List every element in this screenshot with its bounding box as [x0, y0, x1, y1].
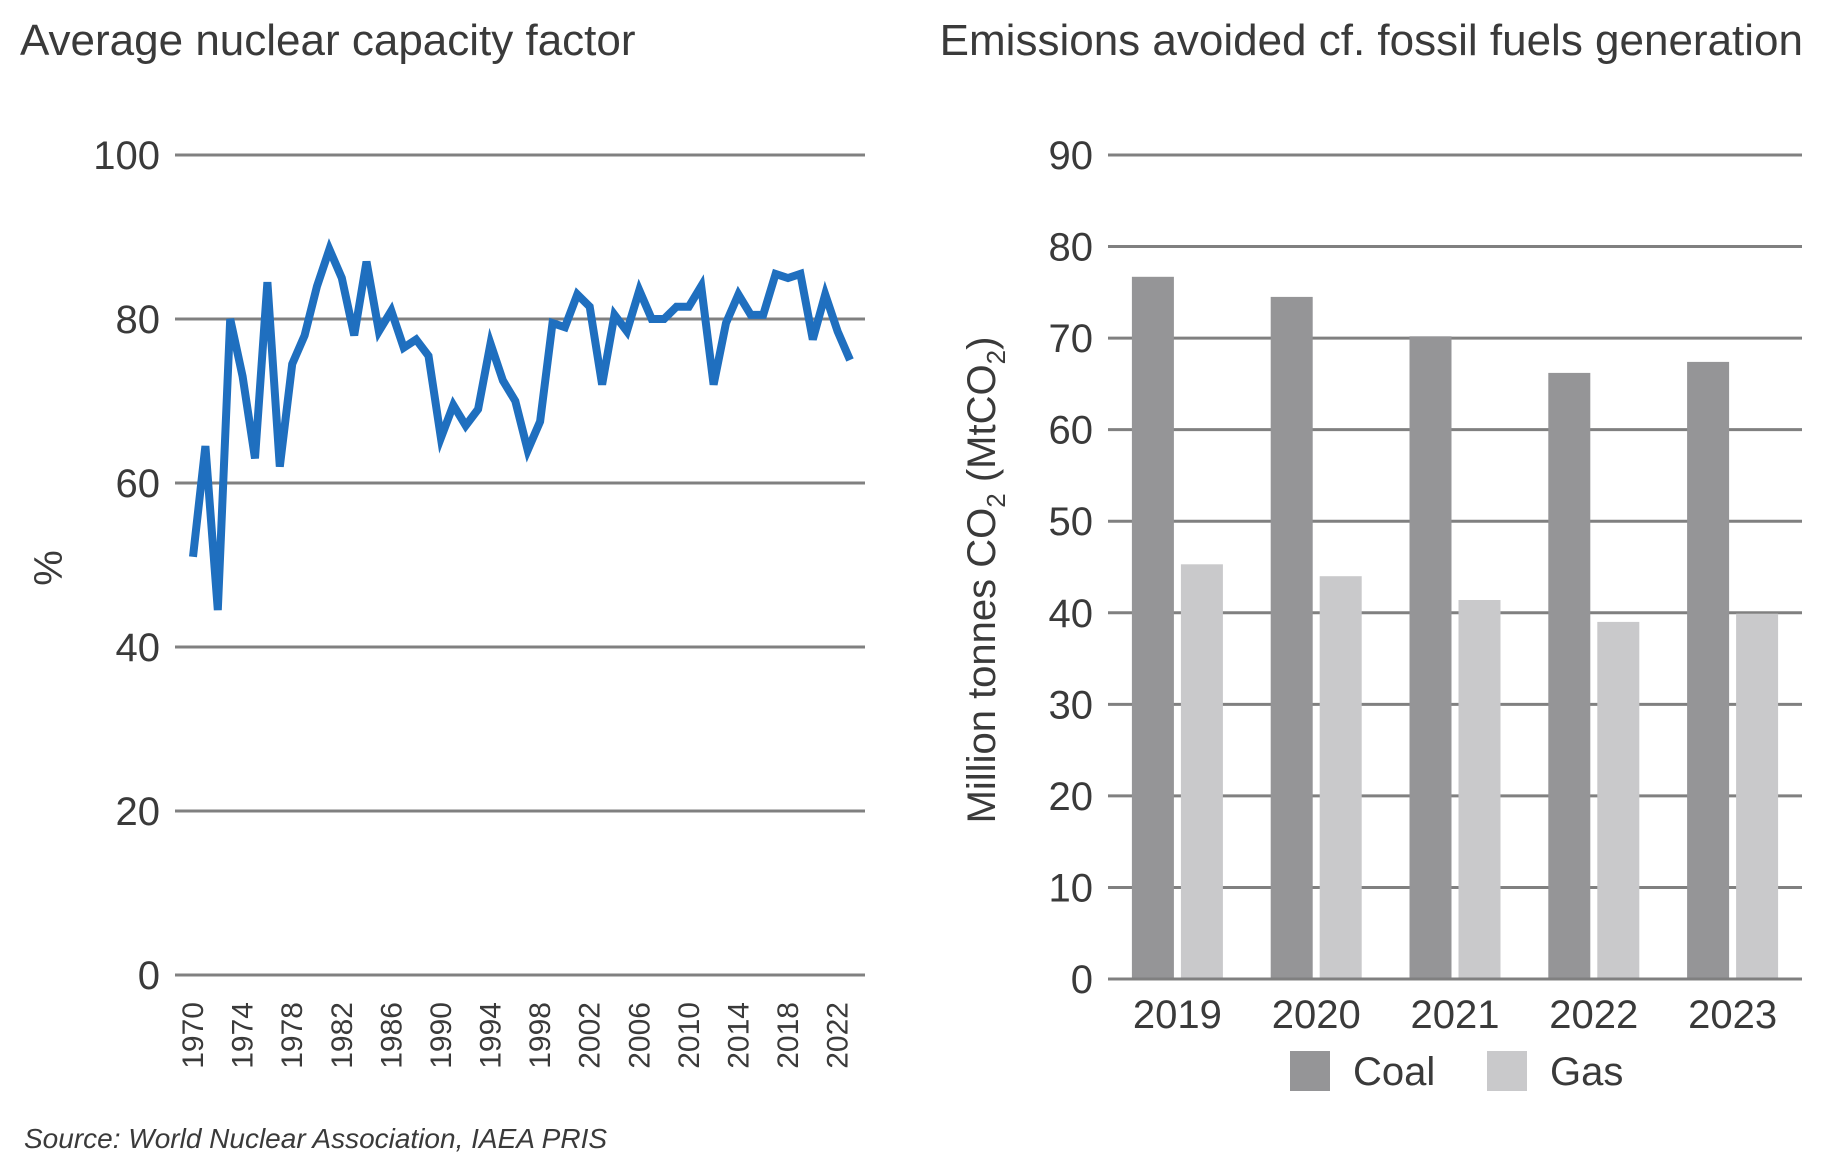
line-x-tick-label: 1970 — [177, 1002, 210, 1069]
line-y-tick-label: 0 — [138, 954, 160, 998]
line-y-tick-label: 60 — [116, 462, 161, 506]
bar-y-tick-label: 50 — [1049, 500, 1094, 544]
bar-gas-2023 — [1736, 613, 1779, 979]
line-x-tick-label: 1994 — [475, 1002, 508, 1069]
emissions-avoided-chart: Emissions avoided cf. fossil fuels gener… — [940, 16, 1803, 1094]
bar-y-tick-label: 70 — [1049, 317, 1094, 361]
line-x-tick-label: 2018 — [772, 1002, 805, 1069]
bar-y-tick-label: 0 — [1071, 958, 1093, 1002]
y-axis-title-unit-close: ) — [960, 337, 1004, 350]
legend-label-coal: Coal — [1353, 1050, 1435, 1094]
line-chart-gridlines — [175, 153, 865, 977]
bar-chart-bars — [1108, 276, 1802, 981]
bar-chart-gridlines — [1108, 153, 1802, 981]
bar-gas-2021 — [1458, 600, 1501, 979]
bar-coal-2022 — [1548, 372, 1591, 979]
bar-y-tick-label: 60 — [1049, 409, 1094, 453]
line-x-tick-label: 2010 — [673, 1002, 706, 1069]
bar-coal-2021 — [1409, 336, 1452, 979]
bar-coal-2019 — [1131, 276, 1174, 979]
bar-y-tick-label: 20 — [1049, 775, 1094, 819]
line-x-tick-label: 2002 — [574, 1002, 607, 1069]
bar-x-tick-label: 2022 — [1549, 993, 1638, 1037]
y-axis-title-unit-open: (MtCO — [960, 364, 1004, 493]
bar-x-tick-label: 2019 — [1133, 993, 1222, 1037]
bar-y-tick-label: 30 — [1049, 683, 1094, 727]
bar-gas-2020 — [1319, 576, 1362, 979]
bar-gas-2019 — [1180, 564, 1223, 979]
line-chart-y-axis-title: % — [27, 550, 71, 586]
source-note: Source: World Nuclear Association, IAEA … — [24, 1123, 607, 1154]
line-y-tick-label: 80 — [116, 298, 161, 342]
y-axis-title-sub-1: 2 — [981, 493, 1011, 507]
bar-coal-2020 — [1270, 296, 1313, 979]
line-y-tick-label: 40 — [116, 626, 161, 670]
line-chart-title: Average nuclear capacity factor — [20, 16, 636, 65]
y-axis-title-sub-2: 2 — [981, 350, 1011, 364]
capacity-factor-chart: Average nuclear capacity factor 0 20 40 60 8… — [20, 16, 865, 1069]
legend-label-gas: Gas — [1550, 1050, 1623, 1094]
legend-swatch-coal — [1290, 1051, 1330, 1091]
line-x-tick-label: 1978 — [276, 1002, 309, 1069]
line-x-tick-label: 2014 — [722, 1002, 755, 1069]
bar-x-tick-label: 2023 — [1688, 993, 1777, 1037]
bar-chart-y-axis-title: Million tonnes CO2 (MtCO2) — [960, 337, 1011, 824]
line-x-tick-label: 1990 — [425, 1002, 458, 1069]
line-y-tick-label: 100 — [93, 134, 160, 178]
bar-y-tick-label: 10 — [1049, 866, 1094, 910]
bar-chart-y-ticks: 0 10 20 30 40 50 60 70 80 90 — [1049, 134, 1094, 1002]
bar-y-tick-label: 40 — [1049, 592, 1094, 636]
bar-chart-x-ticks: 2019 2020 2021 2022 2023 — [1133, 993, 1777, 1037]
bar-gas-2022 — [1597, 621, 1640, 979]
line-x-tick-label: 2022 — [822, 1002, 855, 1069]
bar-chart-title: Emissions avoided cf. fossil fuels gener… — [940, 16, 1803, 65]
bar-y-tick-label: 80 — [1049, 226, 1094, 270]
line-chart-x-ticks: 1970 1974 1978 1982 1986 1990 1994 1998 2002 2006… — [177, 1002, 855, 1069]
line-chart-y-ticks: 0 20 40 60 80 100 — [93, 134, 160, 998]
legend-swatch-gas — [1487, 1051, 1527, 1091]
y-axis-title-main: Million tonnes CO — [960, 508, 1004, 824]
capacity-factor-series-line — [189, 238, 854, 611]
line-y-tick-label: 20 — [116, 790, 161, 834]
line-x-tick-label: 1998 — [524, 1002, 557, 1069]
bar-coal-2023 — [1687, 361, 1730, 979]
line-x-tick-label: 2006 — [623, 1002, 656, 1069]
line-x-tick-label: 1974 — [227, 1002, 260, 1069]
line-x-tick-label: 1986 — [375, 1002, 408, 1069]
bar-chart-legend: Coal Gas — [1290, 1050, 1623, 1094]
bar-x-tick-label: 2021 — [1411, 993, 1500, 1037]
bar-y-tick-label: 90 — [1049, 134, 1094, 178]
bar-x-tick-label: 2020 — [1272, 993, 1361, 1037]
line-x-tick-label: 1982 — [326, 1002, 359, 1069]
